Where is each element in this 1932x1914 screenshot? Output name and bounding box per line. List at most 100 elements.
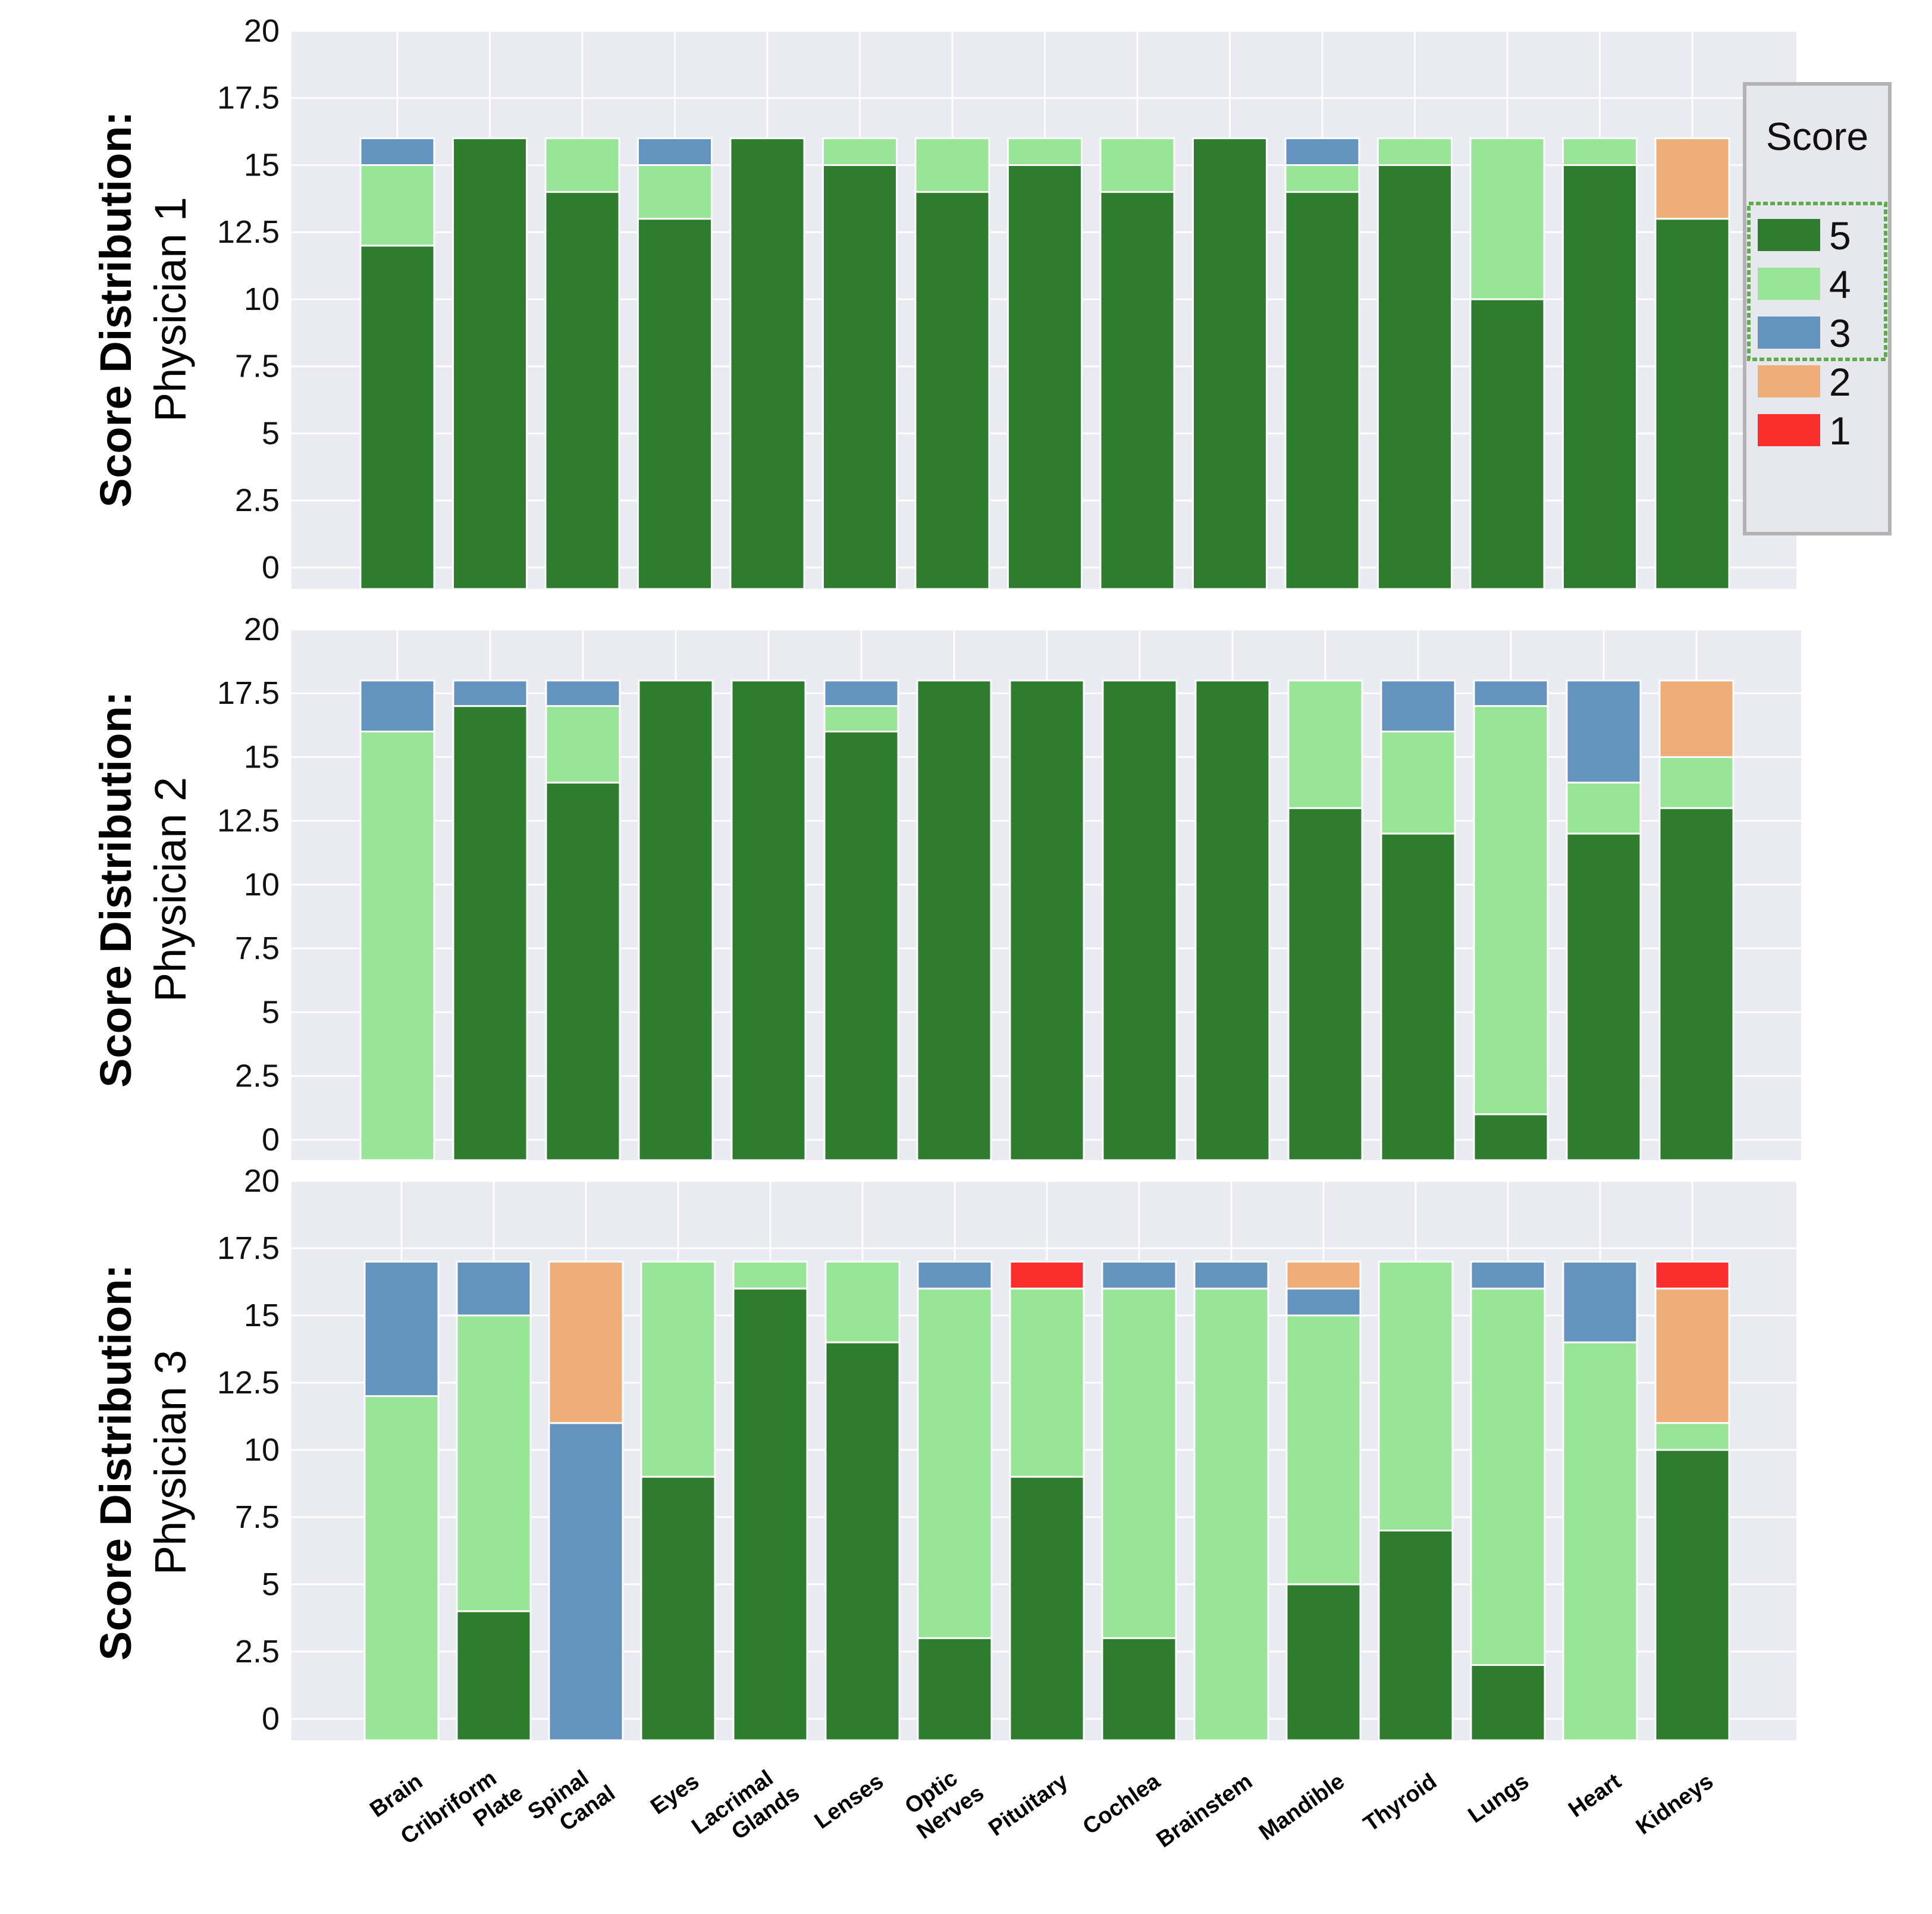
- y-tick-label: 10: [244, 281, 280, 317]
- bar-p3-score5-3: [640, 1476, 716, 1741]
- y-tick-label: 7.5: [235, 1499, 280, 1535]
- bar-p2-score5-4: [730, 679, 807, 1161]
- bar-p1-score2-14: [1654, 137, 1730, 220]
- bar-p2-score3-13: [1566, 679, 1642, 784]
- y-tick-label: 7.5: [235, 931, 280, 966]
- legend-swatch-5: [1758, 219, 1820, 251]
- legend-swatch-1: [1758, 414, 1820, 446]
- x-tick-label: Lungs: [1464, 1769, 1533, 1828]
- bar-p1-score5-13: [1562, 164, 1638, 590]
- bar-p2-score4-11: [1380, 731, 1456, 835]
- y-axis-label-1: Score Distribution: Physician 1: [91, 111, 195, 508]
- bar-p1-score5-5: [822, 164, 898, 590]
- bar-p2-score5-6: [916, 679, 992, 1161]
- bar-p1-score4-7: [1007, 137, 1083, 166]
- x-tick-label: SpinalCanal: [523, 1758, 620, 1847]
- bar-p1-score5-12: [1469, 298, 1545, 590]
- bar-p3-score3-6: [917, 1261, 993, 1290]
- bar-p3-score4-9: [1193, 1288, 1269, 1741]
- bar-p2-score4-2: [545, 705, 621, 784]
- y-axis-label-physician: Physician 1: [146, 197, 195, 422]
- y-tick-label: 10: [244, 1432, 280, 1468]
- bar-p3-score4-4: [732, 1261, 808, 1290]
- bar-p1-score4-5: [822, 137, 898, 166]
- bar-p2-score5-7: [1009, 679, 1085, 1161]
- y-tick-label: 5: [262, 994, 280, 1030]
- bar-p3-score5-11: [1378, 1530, 1454, 1741]
- bar-p1-score4-12: [1469, 137, 1545, 300]
- bar-p3-score1-14: [1654, 1261, 1730, 1290]
- bar-p3-score5-12: [1470, 1664, 1546, 1741]
- y-tick-label: 7.5: [235, 349, 280, 384]
- bar-p3-score3-10: [1285, 1288, 1362, 1317]
- x-tick-label: Lenses: [810, 1769, 888, 1834]
- bar-p3-score3-2: [548, 1422, 624, 1741]
- bar-p3-score3-13: [1562, 1261, 1638, 1343]
- bar-p3-score5-6: [917, 1637, 993, 1741]
- bar-p2-score5-5: [823, 731, 899, 1161]
- bar-p2-score2-14: [1658, 679, 1735, 758]
- bar-p3-score3-1: [456, 1261, 532, 1317]
- bar-p1-score5-14: [1654, 218, 1730, 590]
- x-tick-label: Thyroid: [1359, 1769, 1441, 1837]
- bar-p2-score5-2: [545, 781, 621, 1161]
- bar-p2-score5-8: [1102, 679, 1178, 1161]
- bar-p1-score5-0: [359, 245, 435, 590]
- bar-p3-score3-8: [1101, 1261, 1177, 1290]
- legend-label: 5: [1829, 214, 1851, 258]
- y-tick-label: 17.5: [217, 1230, 280, 1266]
- y-tick-label: 12.5: [217, 1365, 280, 1401]
- bar-p2-score3-2: [545, 679, 621, 707]
- bar-p2-score3-11: [1380, 679, 1456, 733]
- legend-swatch-4: [1758, 268, 1820, 300]
- y-tick-label: 5: [262, 1567, 280, 1602]
- bar-p3-score2-14: [1654, 1288, 1730, 1424]
- bar-p2-score3-12: [1473, 679, 1549, 707]
- bar-p3-score4-0: [363, 1395, 440, 1741]
- legend-swatch-3: [1758, 317, 1820, 349]
- x-tick-label: Brainstem: [1152, 1769, 1257, 1853]
- legend-box: [1743, 82, 1892, 535]
- bar-p1-score3-3: [637, 137, 713, 166]
- bar-p2-score4-5: [823, 705, 899, 733]
- x-tick-label: Heart: [1564, 1769, 1626, 1822]
- bar-p2-score3-1: [452, 679, 528, 707]
- y-tick-label: 0: [262, 1122, 280, 1158]
- bar-p3-score1-7: [1009, 1261, 1085, 1290]
- bar-p2-score5-12: [1473, 1113, 1549, 1161]
- bar-p2-score5-10: [1287, 807, 1363, 1161]
- bar-p3-score3-12: [1470, 1261, 1546, 1290]
- bar-p3-score5-10: [1285, 1583, 1362, 1741]
- bar-p1-score3-0: [359, 137, 435, 166]
- y-tick-label: 20: [244, 1163, 280, 1199]
- legend-highlight: [1747, 202, 1887, 361]
- bar-p3-score3-0: [363, 1261, 440, 1398]
- bar-p2-score5-1: [452, 705, 528, 1161]
- legend-label: 1: [1829, 409, 1851, 453]
- y-tick-label: 17.5: [217, 675, 280, 711]
- y-axis-label-title: Score Distribution:: [91, 691, 140, 1088]
- bar-p2-score5-14: [1658, 807, 1735, 1161]
- y-axis-label-title: Score Distribution:: [91, 1264, 140, 1661]
- bar-p2-score4-13: [1566, 781, 1642, 835]
- bar-p1-score4-8: [1099, 137, 1175, 193]
- y-axis-label-physician: Physician 3: [146, 1350, 195, 1575]
- bar-p1-score5-9: [1192, 137, 1268, 590]
- bar-p1-score5-4: [729, 137, 805, 590]
- legend-swatch-2: [1758, 365, 1820, 397]
- bar-p3-score3-9: [1193, 1261, 1269, 1290]
- bar-p2-score4-10: [1287, 679, 1363, 809]
- legend-label: 2: [1829, 360, 1851, 404]
- bar-p2-score3-0: [359, 679, 435, 733]
- bar-p1-score5-2: [544, 191, 620, 590]
- bar-p2-score5-9: [1194, 679, 1271, 1161]
- bar-p3-score5-1: [456, 1610, 532, 1741]
- legend-title: Score: [1766, 114, 1868, 158]
- y-tick-label: 12.5: [217, 214, 280, 250]
- bar-p2-score4-12: [1473, 705, 1549, 1116]
- y-tick-label: 12.5: [217, 803, 280, 839]
- y-tick-label: 0: [262, 1701, 280, 1737]
- y-tick-label: 15: [244, 739, 280, 775]
